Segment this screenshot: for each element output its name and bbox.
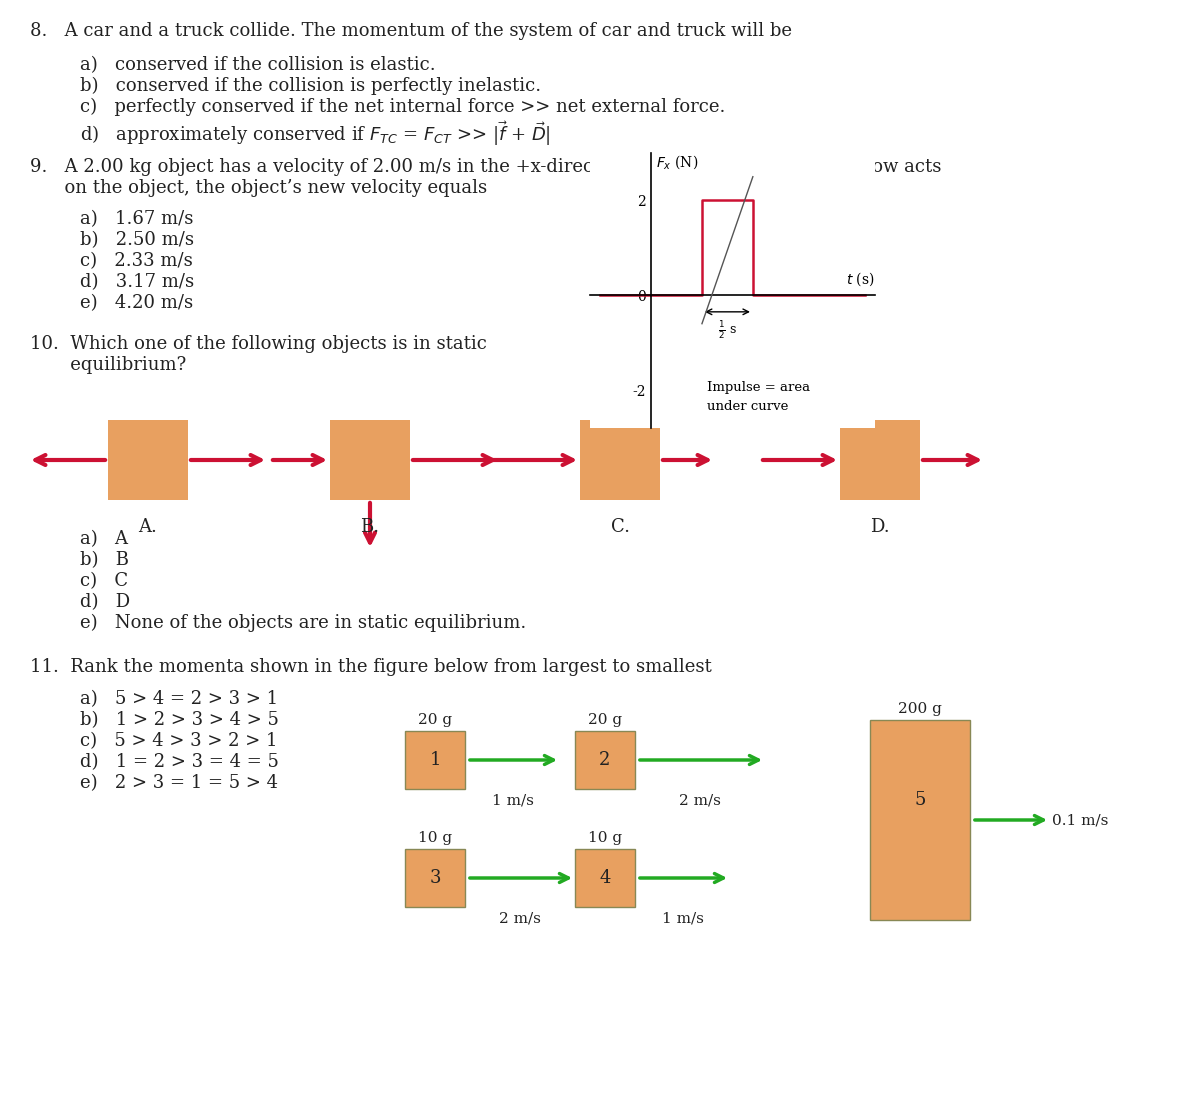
Text: e)   4.20 m/s: e) 4.20 m/s xyxy=(80,294,193,312)
Text: 4: 4 xyxy=(599,869,611,887)
Text: b)   2.50 m/s: b) 2.50 m/s xyxy=(80,231,194,249)
Text: 10.  Which one of the following objects is in static: 10. Which one of the following objects i… xyxy=(30,335,487,353)
Bar xyxy=(580,420,660,500)
Text: 8.   A car and a truck collide. The momentum of the system of car and truck will: 8. A car and a truck collide. The moment… xyxy=(30,22,792,39)
Text: $t$ (s): $t$ (s) xyxy=(846,271,875,288)
Bar xyxy=(575,849,635,907)
Text: 10 g: 10 g xyxy=(588,831,622,845)
Text: C.: C. xyxy=(611,518,630,536)
Bar xyxy=(406,849,466,907)
Text: c)   C: c) C xyxy=(80,572,128,590)
Text: 200 g: 200 g xyxy=(898,703,942,716)
Text: on the object, the object’s new velocity equals: on the object, the object’s new velocity… xyxy=(30,179,487,197)
Text: a)   1.67 m/s: a) 1.67 m/s xyxy=(80,210,193,228)
Text: 9.   A 2.00 kg object has a velocity of 2.00 m/s in the +x-direction. After the : 9. A 2.00 kg object has a velocity of 2.… xyxy=(30,158,941,176)
Text: a)   conserved if the collision is elastic.: a) conserved if the collision is elastic… xyxy=(80,56,436,75)
Text: e)   None of the objects are in static equilibrium.: e) None of the objects are in static equ… xyxy=(80,614,527,632)
Text: c)   5 > 4 > 3 > 2 > 1: c) 5 > 4 > 3 > 2 > 1 xyxy=(80,732,277,750)
Text: 10 g: 10 g xyxy=(418,831,452,845)
Text: a)   A: a) A xyxy=(80,530,128,548)
Text: 2 m/s: 2 m/s xyxy=(679,794,721,808)
Text: A.: A. xyxy=(138,518,157,536)
Text: 1 m/s: 1 m/s xyxy=(661,912,703,926)
Text: d)   approximately conserved if $F_{TC}$ = $F_{CT}$ >> |$\vec{f}$ + $\vec{D}$|: d) approximately conserved if $F_{TC}$ =… xyxy=(80,119,551,148)
Text: 11.  Rank the momenta shown in the figure below from largest to smallest: 11. Rank the momenta shown in the figure… xyxy=(30,658,712,676)
Text: Impulse = area: Impulse = area xyxy=(707,380,810,393)
Bar xyxy=(330,420,410,500)
Text: equilibrium?: equilibrium? xyxy=(30,356,186,374)
Text: 1: 1 xyxy=(430,751,440,769)
Text: b)   1 > 2 > 3 > 4 > 5: b) 1 > 2 > 3 > 4 > 5 xyxy=(80,711,278,729)
Text: 5: 5 xyxy=(914,791,925,809)
Bar xyxy=(575,731,635,789)
Text: 3: 3 xyxy=(430,869,440,887)
Bar xyxy=(840,420,920,500)
Text: 0.1 m/s: 0.1 m/s xyxy=(1052,813,1109,827)
Text: d)   D: d) D xyxy=(80,593,130,610)
Text: b)   B: b) B xyxy=(80,551,130,569)
Text: B.: B. xyxy=(360,518,379,536)
Text: b)   conserved if the collision is perfectly inelastic.: b) conserved if the collision is perfect… xyxy=(80,77,541,95)
Bar xyxy=(870,720,970,920)
Text: 20 g: 20 g xyxy=(588,713,622,727)
Text: c)   perfectly conserved if the net internal force >> net external force.: c) perfectly conserved if the net intern… xyxy=(80,98,725,116)
Text: d)   1 = 2 > 3 = 4 = 5: d) 1 = 2 > 3 = 4 = 5 xyxy=(80,753,278,770)
Text: e)   2 > 3 = 1 = 5 > 4: e) 2 > 3 = 1 = 5 > 4 xyxy=(80,774,278,792)
Text: a)   5 > 4 = 2 > 3 > 1: a) 5 > 4 = 2 > 3 > 1 xyxy=(80,690,278,708)
Text: d)   3.17 m/s: d) 3.17 m/s xyxy=(80,273,194,292)
Text: 20 g: 20 g xyxy=(418,713,452,727)
Text: 1 m/s: 1 m/s xyxy=(492,794,534,808)
Text: $F_x$ (N): $F_x$ (N) xyxy=(656,153,698,171)
Text: under curve: under curve xyxy=(707,400,788,412)
Text: D.: D. xyxy=(870,518,890,536)
Text: 2 m/s: 2 m/s xyxy=(499,912,541,926)
Text: c)   2.33 m/s: c) 2.33 m/s xyxy=(80,252,193,270)
Text: 2: 2 xyxy=(599,751,611,769)
Bar xyxy=(406,731,466,789)
Bar xyxy=(108,420,188,500)
Text: $\frac{1}{2}$ s: $\frac{1}{2}$ s xyxy=(718,319,737,341)
